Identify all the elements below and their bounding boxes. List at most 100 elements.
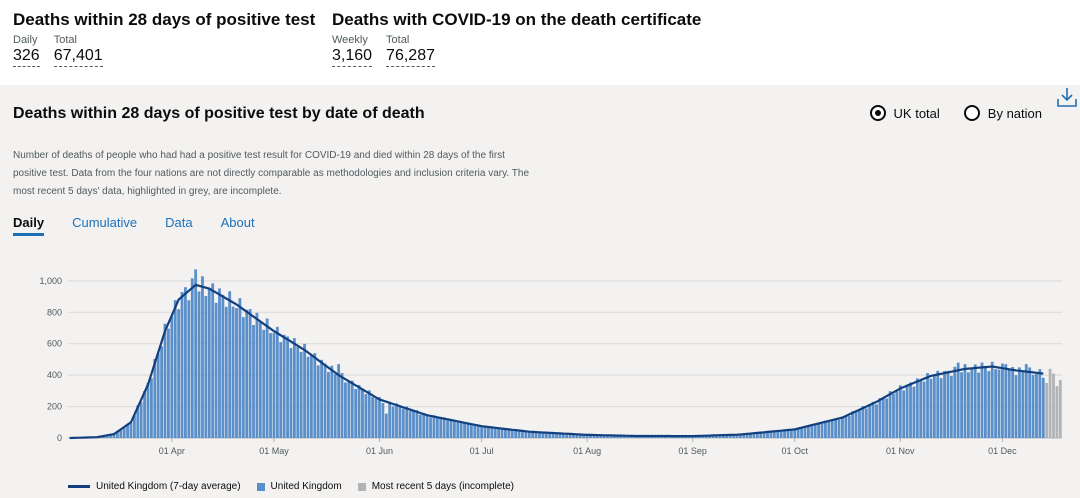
y-tick-label: 0 xyxy=(57,433,62,443)
daily-bar xyxy=(864,408,868,438)
daily-bar xyxy=(241,317,245,438)
x-axis-ticks: 01 Apr 01 May 01 Jun 01 Jul 01 Aug 01 Sep 01 O… xyxy=(159,438,1017,456)
x-tick-label: 01 Oct xyxy=(782,446,809,456)
daily-bar xyxy=(949,376,953,438)
daily-bar xyxy=(847,415,851,438)
daily-bar xyxy=(711,435,715,438)
daily-bar xyxy=(418,414,422,438)
daily-bar xyxy=(504,429,507,438)
daily-bar xyxy=(344,382,347,438)
legend-line-label: United Kingdom (7-day average) xyxy=(96,481,241,492)
daily-bar xyxy=(204,295,208,438)
daily-bar xyxy=(487,426,490,438)
daily-bar xyxy=(555,432,558,438)
daily-bar xyxy=(378,397,381,438)
daily-bar xyxy=(282,334,286,438)
daily-bar xyxy=(871,401,875,438)
daily-bar xyxy=(1055,386,1059,438)
daily-bar xyxy=(129,422,133,438)
daily-bar xyxy=(558,433,562,438)
daily-bar xyxy=(456,422,460,438)
tab-data[interactable]: Data xyxy=(165,215,193,230)
daily-bar xyxy=(439,418,443,438)
daily-bar xyxy=(572,433,575,438)
daily-bar xyxy=(623,435,626,438)
daily-bar xyxy=(153,358,157,438)
radio-selected-icon[interactable] xyxy=(869,105,886,121)
legend-incomplete-swatch xyxy=(357,482,366,491)
daily-bar xyxy=(851,411,855,438)
daily-bar xyxy=(755,433,759,438)
daily-bar xyxy=(861,406,865,438)
daily-bar xyxy=(834,418,838,438)
daily-bar xyxy=(497,427,501,438)
radio-by-nation[interactable]: By nation xyxy=(963,105,1042,121)
daily-bar xyxy=(582,434,586,438)
daily-bar xyxy=(759,432,763,438)
x-tick-label: 01 Jul xyxy=(470,446,494,456)
daily-bar xyxy=(224,306,228,438)
test-deaths-title: Deaths within 28 days of positive test xyxy=(13,10,316,29)
total-value[interactable]: 76,287 xyxy=(386,46,435,67)
daily-bar xyxy=(357,384,361,438)
daily-value[interactable]: 326 xyxy=(13,46,40,67)
daily-bar xyxy=(483,427,487,438)
daily-bar xyxy=(575,434,579,438)
total-label: Total xyxy=(386,34,410,46)
daily-bar xyxy=(258,321,262,438)
daily-bar xyxy=(946,370,950,438)
daily-bar xyxy=(364,394,368,438)
daily-bar xyxy=(895,391,899,438)
daily-bar xyxy=(769,431,773,438)
daily-bar xyxy=(115,431,119,438)
daily-bar xyxy=(929,378,933,438)
weekly-value[interactable]: 3,160 xyxy=(332,46,373,67)
total-value[interactable]: 67,401 xyxy=(53,46,103,67)
radio-uk-total[interactable]: UK total xyxy=(869,105,940,121)
daily-bar xyxy=(340,373,344,438)
daily-bar xyxy=(1058,379,1062,438)
x-tick-label: 01 Nov xyxy=(886,446,915,456)
daily-bar xyxy=(316,365,320,438)
daily-bar xyxy=(211,283,215,438)
daily-bar xyxy=(221,294,225,438)
daily-bar xyxy=(459,421,463,438)
daily-bar xyxy=(578,434,582,438)
daily-bar xyxy=(735,434,739,438)
daily-bar xyxy=(844,415,848,438)
daily-bar xyxy=(286,336,289,438)
x-tick-label: 01 Apr xyxy=(159,446,185,456)
daily-bar xyxy=(909,382,912,438)
download-icon[interactable] xyxy=(1056,85,1078,109)
daily-bar xyxy=(926,373,929,438)
legend-bars: United Kingdom xyxy=(256,481,342,492)
daily-bar xyxy=(783,430,786,438)
daily-bar xyxy=(1001,363,1004,438)
daily-bar xyxy=(718,435,722,438)
test-deaths-daily: Daily 326 xyxy=(13,34,40,67)
daily-bar xyxy=(309,355,313,438)
daily-bar xyxy=(595,435,599,438)
radio-nation-label: By nation xyxy=(987,105,1042,121)
tab-about[interactable]: About xyxy=(220,215,255,230)
tab-cumulative[interactable]: Cumulative xyxy=(72,215,138,230)
daily-bar xyxy=(292,338,296,438)
daily-bar xyxy=(112,434,116,438)
tab-daily[interactable]: Daily xyxy=(13,215,45,236)
daily-bar xyxy=(531,432,535,438)
daily-bar xyxy=(987,371,991,438)
y-tick-label: 800 xyxy=(47,307,62,317)
daily-bar xyxy=(919,380,923,438)
daily-bar xyxy=(463,422,466,438)
daily-bar xyxy=(789,430,793,438)
daily-bar xyxy=(510,430,514,438)
daily-bar xyxy=(214,302,218,438)
radio-unselected-icon[interactable] xyxy=(963,105,980,121)
daily-bar xyxy=(493,428,497,438)
daily-bar xyxy=(612,435,616,438)
daily-bar xyxy=(333,374,337,438)
x-tick-label: 01 May xyxy=(259,446,289,456)
daily-bar xyxy=(1004,364,1008,438)
daily-bar xyxy=(245,309,249,438)
daily-bar xyxy=(589,434,592,438)
